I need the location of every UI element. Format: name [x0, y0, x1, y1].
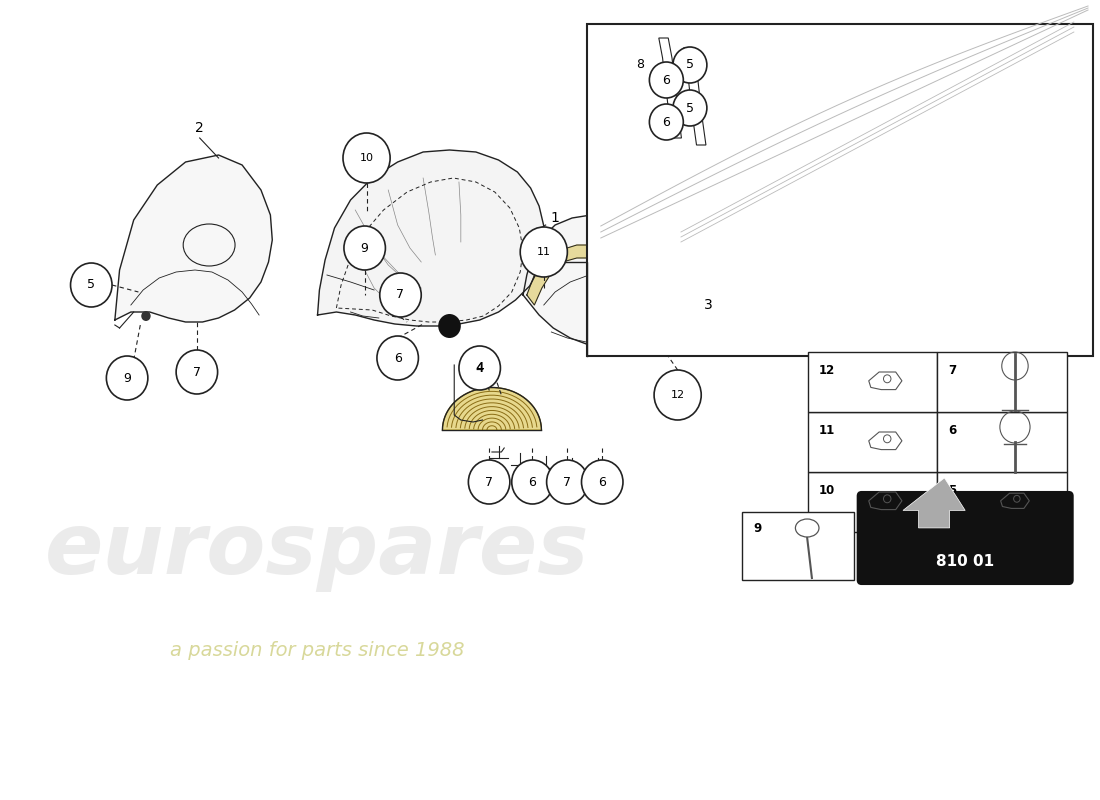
Text: 10: 10 [360, 153, 374, 163]
Text: eurospares: eurospares [45, 509, 590, 591]
Polygon shape [114, 155, 273, 322]
Text: 6: 6 [394, 351, 402, 365]
Bar [807, 412, 937, 472]
Text: 5: 5 [87, 278, 96, 291]
Circle shape [673, 90, 707, 126]
Text: 2: 2 [196, 121, 205, 135]
Circle shape [520, 227, 568, 277]
Text: 7: 7 [948, 364, 957, 377]
Text: 5: 5 [948, 484, 957, 497]
Text: 810 01: 810 01 [936, 554, 994, 569]
Bar [807, 472, 937, 532]
Text: 10: 10 [818, 484, 835, 497]
Bar [937, 412, 1067, 472]
Text: 9: 9 [123, 371, 131, 385]
Circle shape [649, 104, 683, 140]
FancyBboxPatch shape [858, 492, 1072, 584]
Polygon shape [903, 478, 965, 528]
Text: 1: 1 [551, 211, 560, 225]
Bar [586, 24, 1092, 356]
Text: 12: 12 [818, 364, 835, 377]
Polygon shape [524, 215, 675, 348]
Circle shape [176, 350, 218, 394]
Circle shape [377, 336, 418, 380]
Text: 7: 7 [485, 475, 493, 489]
Polygon shape [527, 245, 608, 305]
Text: 12: 12 [671, 390, 684, 400]
Text: 8: 8 [636, 58, 644, 71]
Text: 7: 7 [396, 289, 405, 302]
Circle shape [582, 460, 623, 504]
Bar [937, 352, 1067, 412]
Text: 3: 3 [704, 298, 713, 312]
Text: 4: 4 [475, 361, 484, 375]
Circle shape [344, 226, 385, 270]
Text: 6: 6 [662, 74, 670, 86]
Circle shape [379, 273, 421, 317]
Circle shape [654, 370, 701, 420]
Circle shape [70, 263, 112, 307]
Circle shape [459, 346, 500, 390]
Circle shape [438, 314, 461, 338]
Circle shape [141, 311, 151, 321]
Circle shape [649, 62, 683, 98]
Circle shape [469, 460, 510, 504]
Text: 11: 11 [537, 247, 551, 257]
Text: 9: 9 [754, 522, 762, 535]
Polygon shape [318, 150, 543, 326]
Text: 5: 5 [686, 102, 694, 114]
Text: 4: 4 [475, 362, 484, 374]
Text: 6: 6 [662, 115, 670, 129]
Text: 7: 7 [563, 475, 571, 489]
Bar [937, 472, 1067, 532]
Circle shape [547, 460, 589, 504]
Bar [807, 352, 937, 412]
Text: 6: 6 [528, 475, 537, 489]
Circle shape [343, 133, 390, 183]
Polygon shape [659, 38, 681, 138]
Text: 6: 6 [598, 475, 606, 489]
Text: a passion for parts since 1988: a passion for parts since 1988 [170, 641, 465, 659]
Bar [742, 512, 855, 580]
Text: 5: 5 [686, 58, 694, 71]
Polygon shape [683, 48, 706, 145]
Text: 9: 9 [361, 242, 368, 254]
Text: 7: 7 [192, 366, 201, 378]
Circle shape [673, 47, 707, 83]
Circle shape [107, 356, 147, 400]
Text: 11: 11 [818, 424, 835, 437]
Polygon shape [442, 387, 541, 430]
Circle shape [512, 460, 553, 504]
Text: 6: 6 [948, 424, 957, 437]
